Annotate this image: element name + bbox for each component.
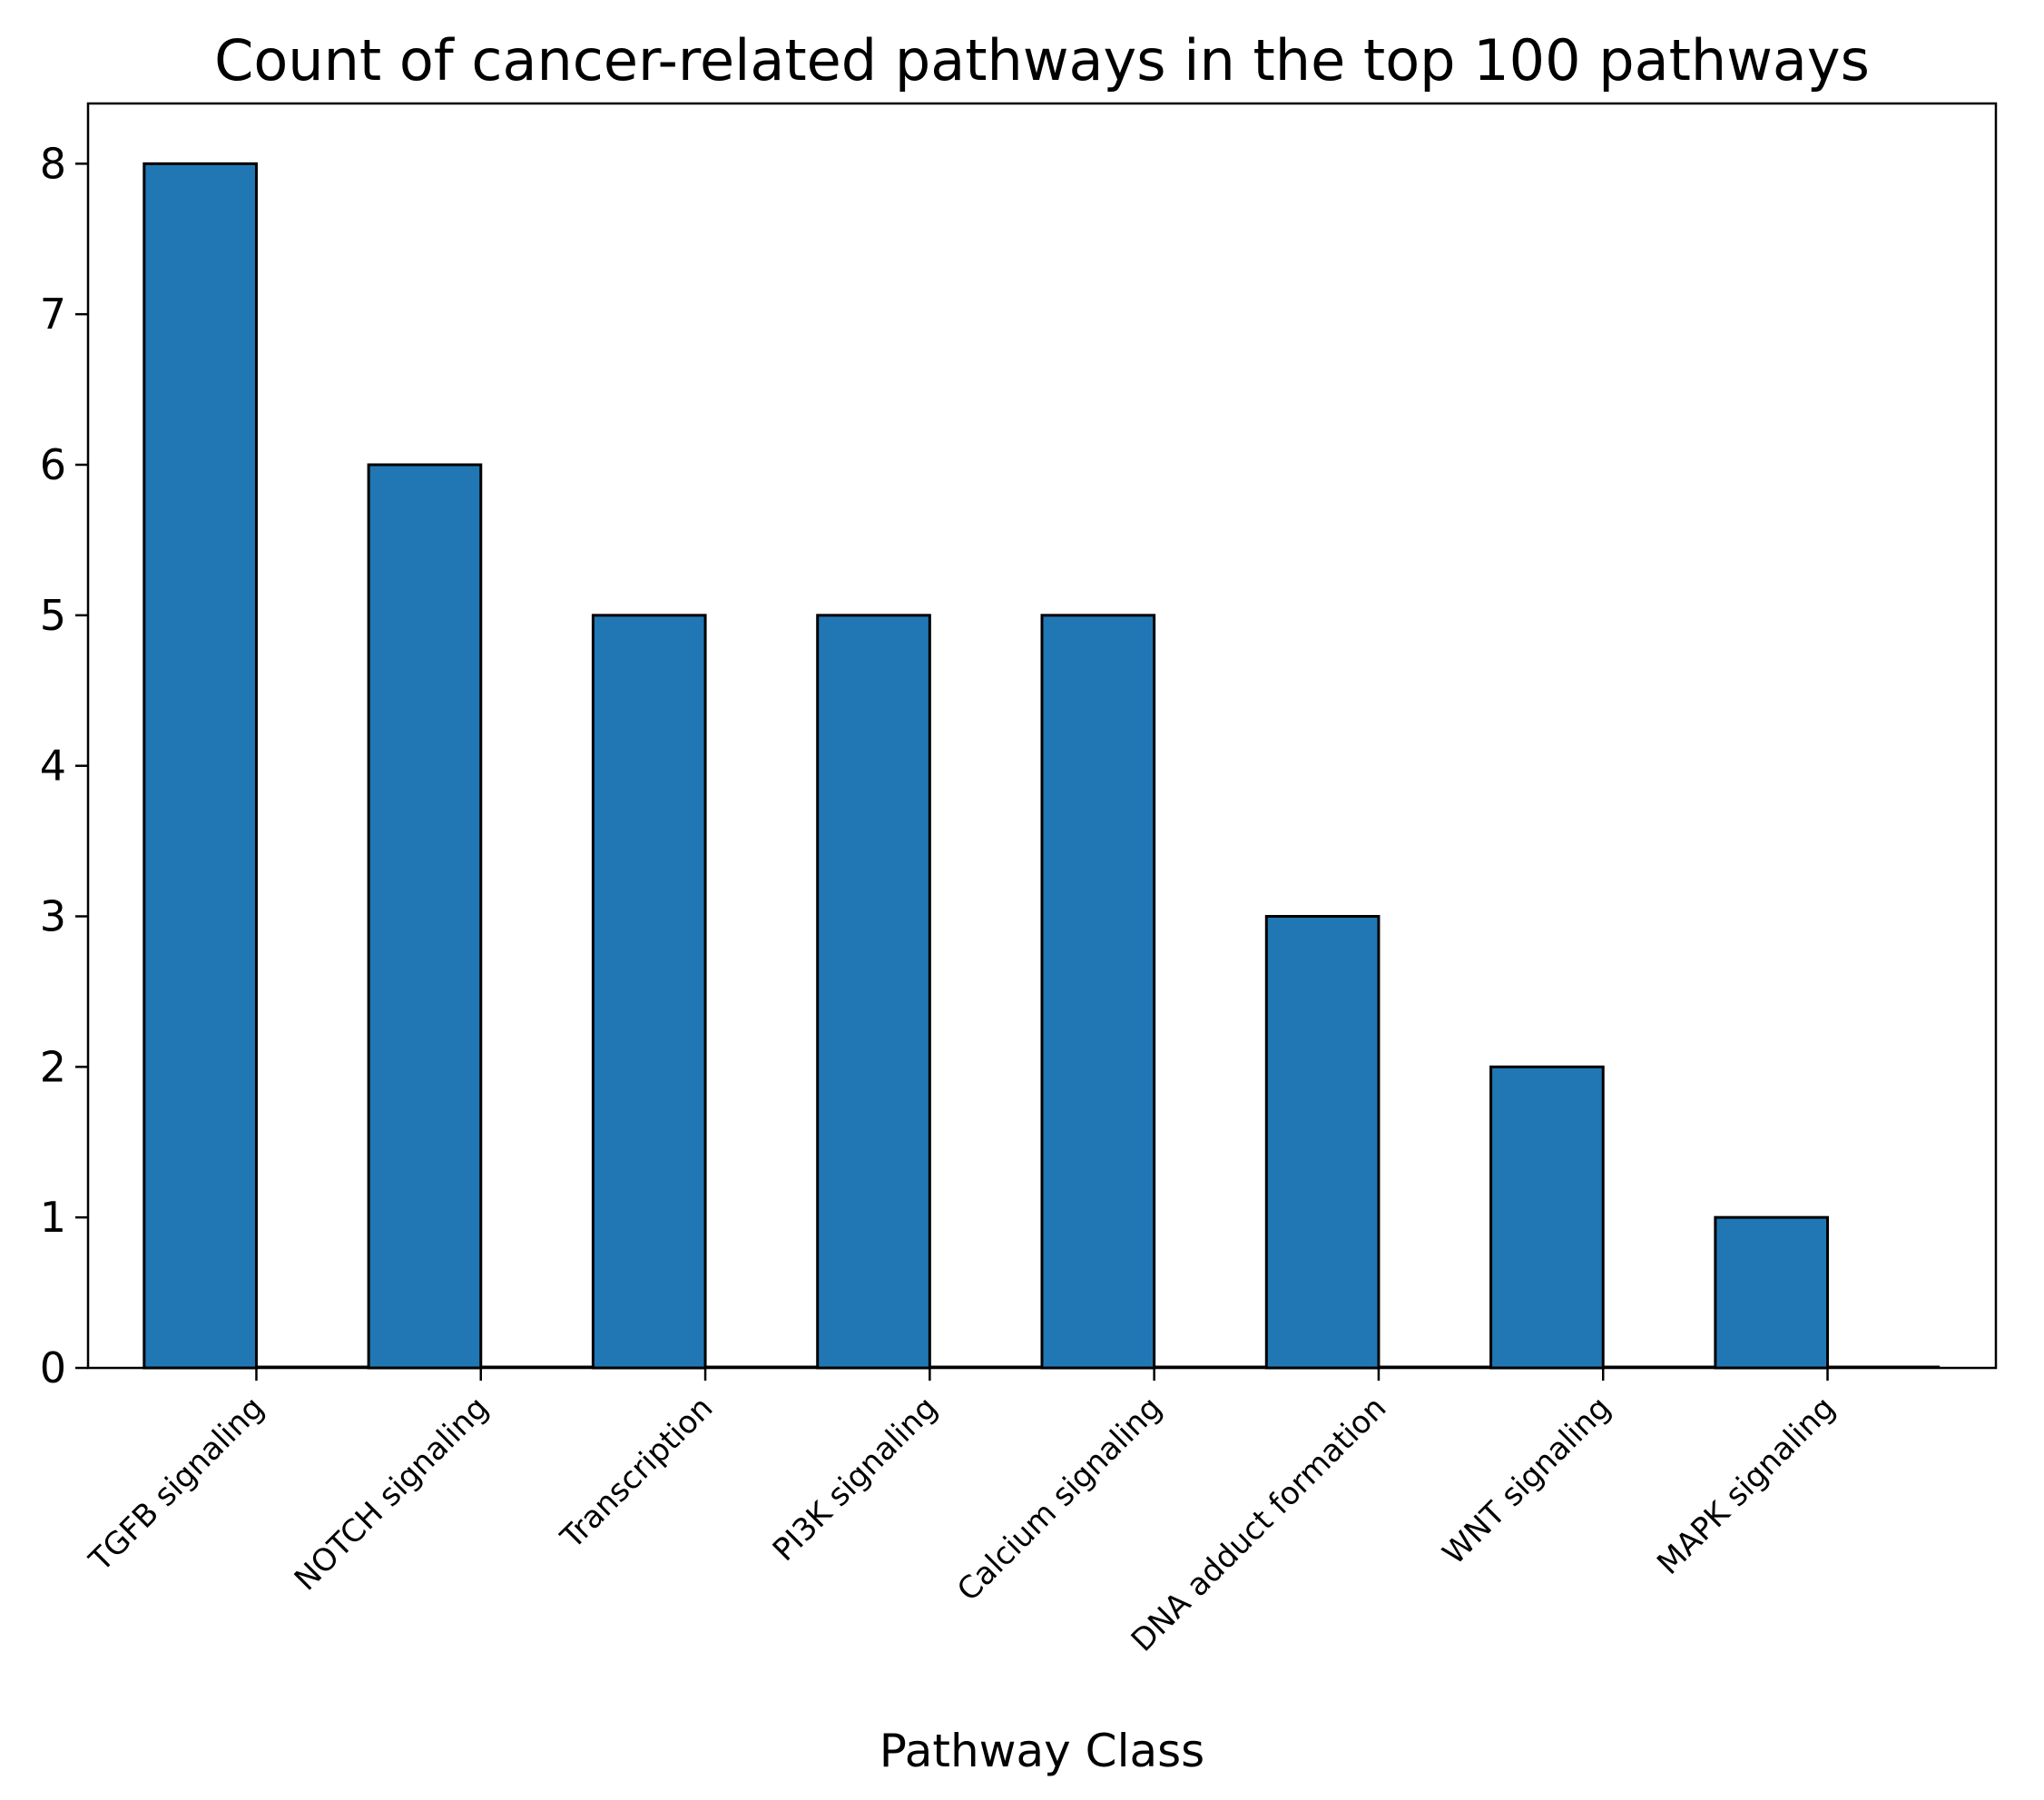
x-axis: TGFB signaling NOTCH signaling Transcripti… [82,1368,1843,1659]
bar-dna-adduct-formation [1264,915,1381,1370]
x-tick-label: Transcription [554,1390,721,1557]
x-tick-label: NOTCH signaling [288,1390,496,1598]
bars-layer [142,162,1941,1370]
bar-pi3k-signaling [816,614,931,1370]
x-tick-label: DNA adduct formation [1125,1390,1393,1658]
bar-notch-signaling [367,463,483,1370]
x-tick-label: PI3K signaling [766,1390,945,1569]
y-tick-label: 4 [40,742,66,791]
x-tick-label: TGFB signaling [82,1390,271,1579]
y-tick-label: 0 [40,1343,66,1392]
y-tick-label: 3 [40,892,66,941]
bar-tgfb-signaling [142,162,258,1370]
bar-calcium-signaling [1040,614,1156,1370]
bar-mapk-signaling [1714,1215,1830,1370]
y-tick-label: 1 [40,1193,66,1242]
y-tick-label: 5 [40,591,66,640]
x-tick-label: MAPK signaling [1650,1390,1843,1582]
x-tick-label: Calcium signaling [950,1390,1169,1608]
y-tick-label: 6 [40,440,66,489]
bar-wnt-signaling [1489,1065,1605,1370]
x-tick-label: WNT signaling [1436,1390,1618,1572]
y-tick-label: 8 [40,139,66,188]
y-tick-label: 2 [40,1042,66,1091]
y-axis: 0 1 2 3 4 5 6 7 8 [40,139,88,1392]
x-axis-label: Pathway Class [880,1725,1204,1777]
bar-transcription [591,614,707,1370]
chart-title: Count of cancer-related pathways in the … [214,27,1870,93]
y-tick-label: 7 [40,290,66,339]
